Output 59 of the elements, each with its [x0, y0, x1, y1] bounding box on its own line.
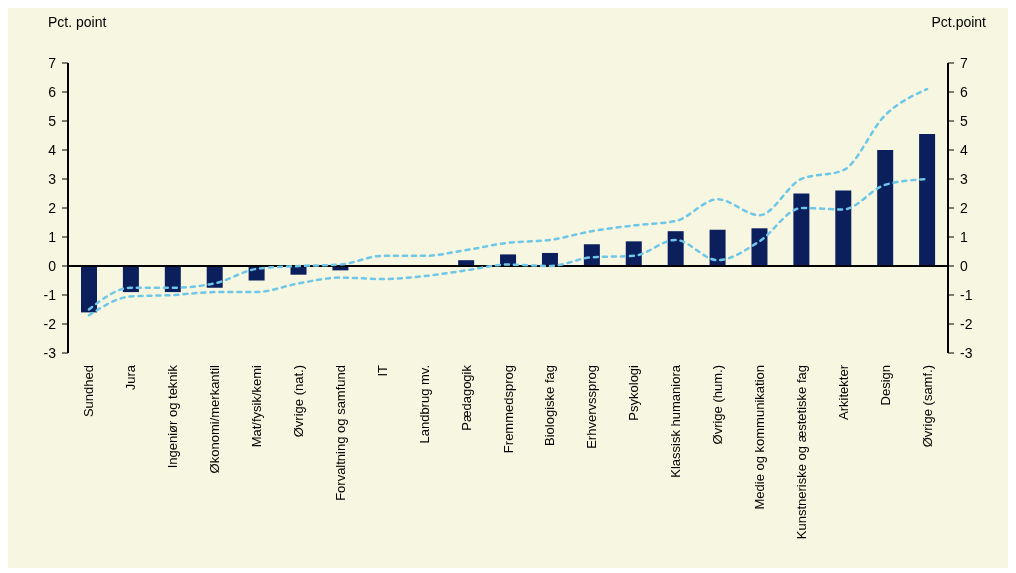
x-tick-label: IT — [374, 364, 390, 377]
x-tick-label: Pædagogik — [458, 364, 474, 431]
x-tick-label: Erhvervssprog — [584, 365, 600, 449]
y-tick-label: 1 — [48, 228, 57, 245]
y-tick-label: 5 — [48, 112, 57, 129]
x-tick-label: Forvaltning og samfund — [332, 365, 348, 501]
x-tick-label: Øvrige (hum.) — [710, 365, 726, 445]
bar — [290, 266, 307, 275]
y-tick-label: 6 — [48, 83, 57, 100]
y-tick-label: 4 — [48, 141, 57, 158]
y2-tick-label: 3 — [960, 170, 968, 187]
bar — [835, 190, 852, 266]
bar — [709, 229, 726, 266]
y2-axis-title: Pct.point — [931, 14, 986, 30]
y-tick-label: 3 — [48, 170, 57, 187]
y2-tick-label: 4 — [960, 141, 968, 158]
line-series — [87, 87, 929, 311]
y2-tick-label: 5 — [960, 112, 968, 129]
x-tick-label: Medie og kommunikation — [751, 365, 767, 510]
x-tick-label: Sundhed — [81, 365, 97, 418]
x-tick-label: Kunstneriske og æstetiske fag — [793, 365, 809, 540]
x-tick-label: Psykologi — [626, 364, 642, 421]
y2-tick-label: 2 — [960, 199, 968, 216]
x-tick-label: Biologiske fag — [542, 365, 558, 446]
x-tick-label: Økonomi/merkantil — [207, 364, 223, 474]
x-tick-label: Jura — [123, 364, 139, 391]
x-tick-label: Øvrige (nat.) — [290, 365, 306, 438]
bar — [122, 266, 139, 293]
bar — [793, 193, 810, 266]
y2-tick-label: 0 — [960, 257, 968, 274]
bar — [877, 150, 894, 266]
x-tick-label: Mat/fysik/kemi — [249, 364, 265, 448]
y2-tick-label: -2 — [960, 315, 973, 332]
bar — [81, 266, 97, 313]
bar — [667, 231, 684, 266]
bar — [751, 228, 768, 266]
x-tick-label: Design — [877, 365, 893, 406]
y-tick-label: 7 — [48, 54, 57, 71]
x-tick-label: Ingeniør og teknik — [165, 364, 181, 469]
x-tick-label: Øvrige (samf.) — [919, 365, 935, 448]
y2-tick-label: -1 — [960, 286, 973, 303]
x-tick-label: Landbrug mv. — [416, 365, 432, 444]
bar — [164, 266, 181, 293]
bar — [625, 241, 642, 266]
y2-tick-label: 1 — [960, 228, 968, 245]
y2-tick-label: 6 — [960, 83, 968, 100]
y-axis-title: Pct. point — [48, 14, 107, 30]
y-tick-label: -3 — [43, 344, 57, 361]
x-tick-label: Klassisk humaniora — [668, 364, 684, 478]
bar — [919, 134, 936, 266]
y-tick-label: -1 — [43, 286, 57, 303]
bar — [541, 252, 558, 266]
x-tick-label: Arkitekter — [835, 364, 851, 420]
y-tick-label: -2 — [43, 315, 57, 332]
x-tick-label: Fremmedsprog — [500, 365, 516, 454]
y-tick-label: 0 — [48, 257, 57, 274]
y-tick-label: 2 — [48, 199, 57, 216]
y2-tick-label: -3 — [960, 344, 973, 361]
y2-tick-label: 7 — [960, 54, 968, 71]
